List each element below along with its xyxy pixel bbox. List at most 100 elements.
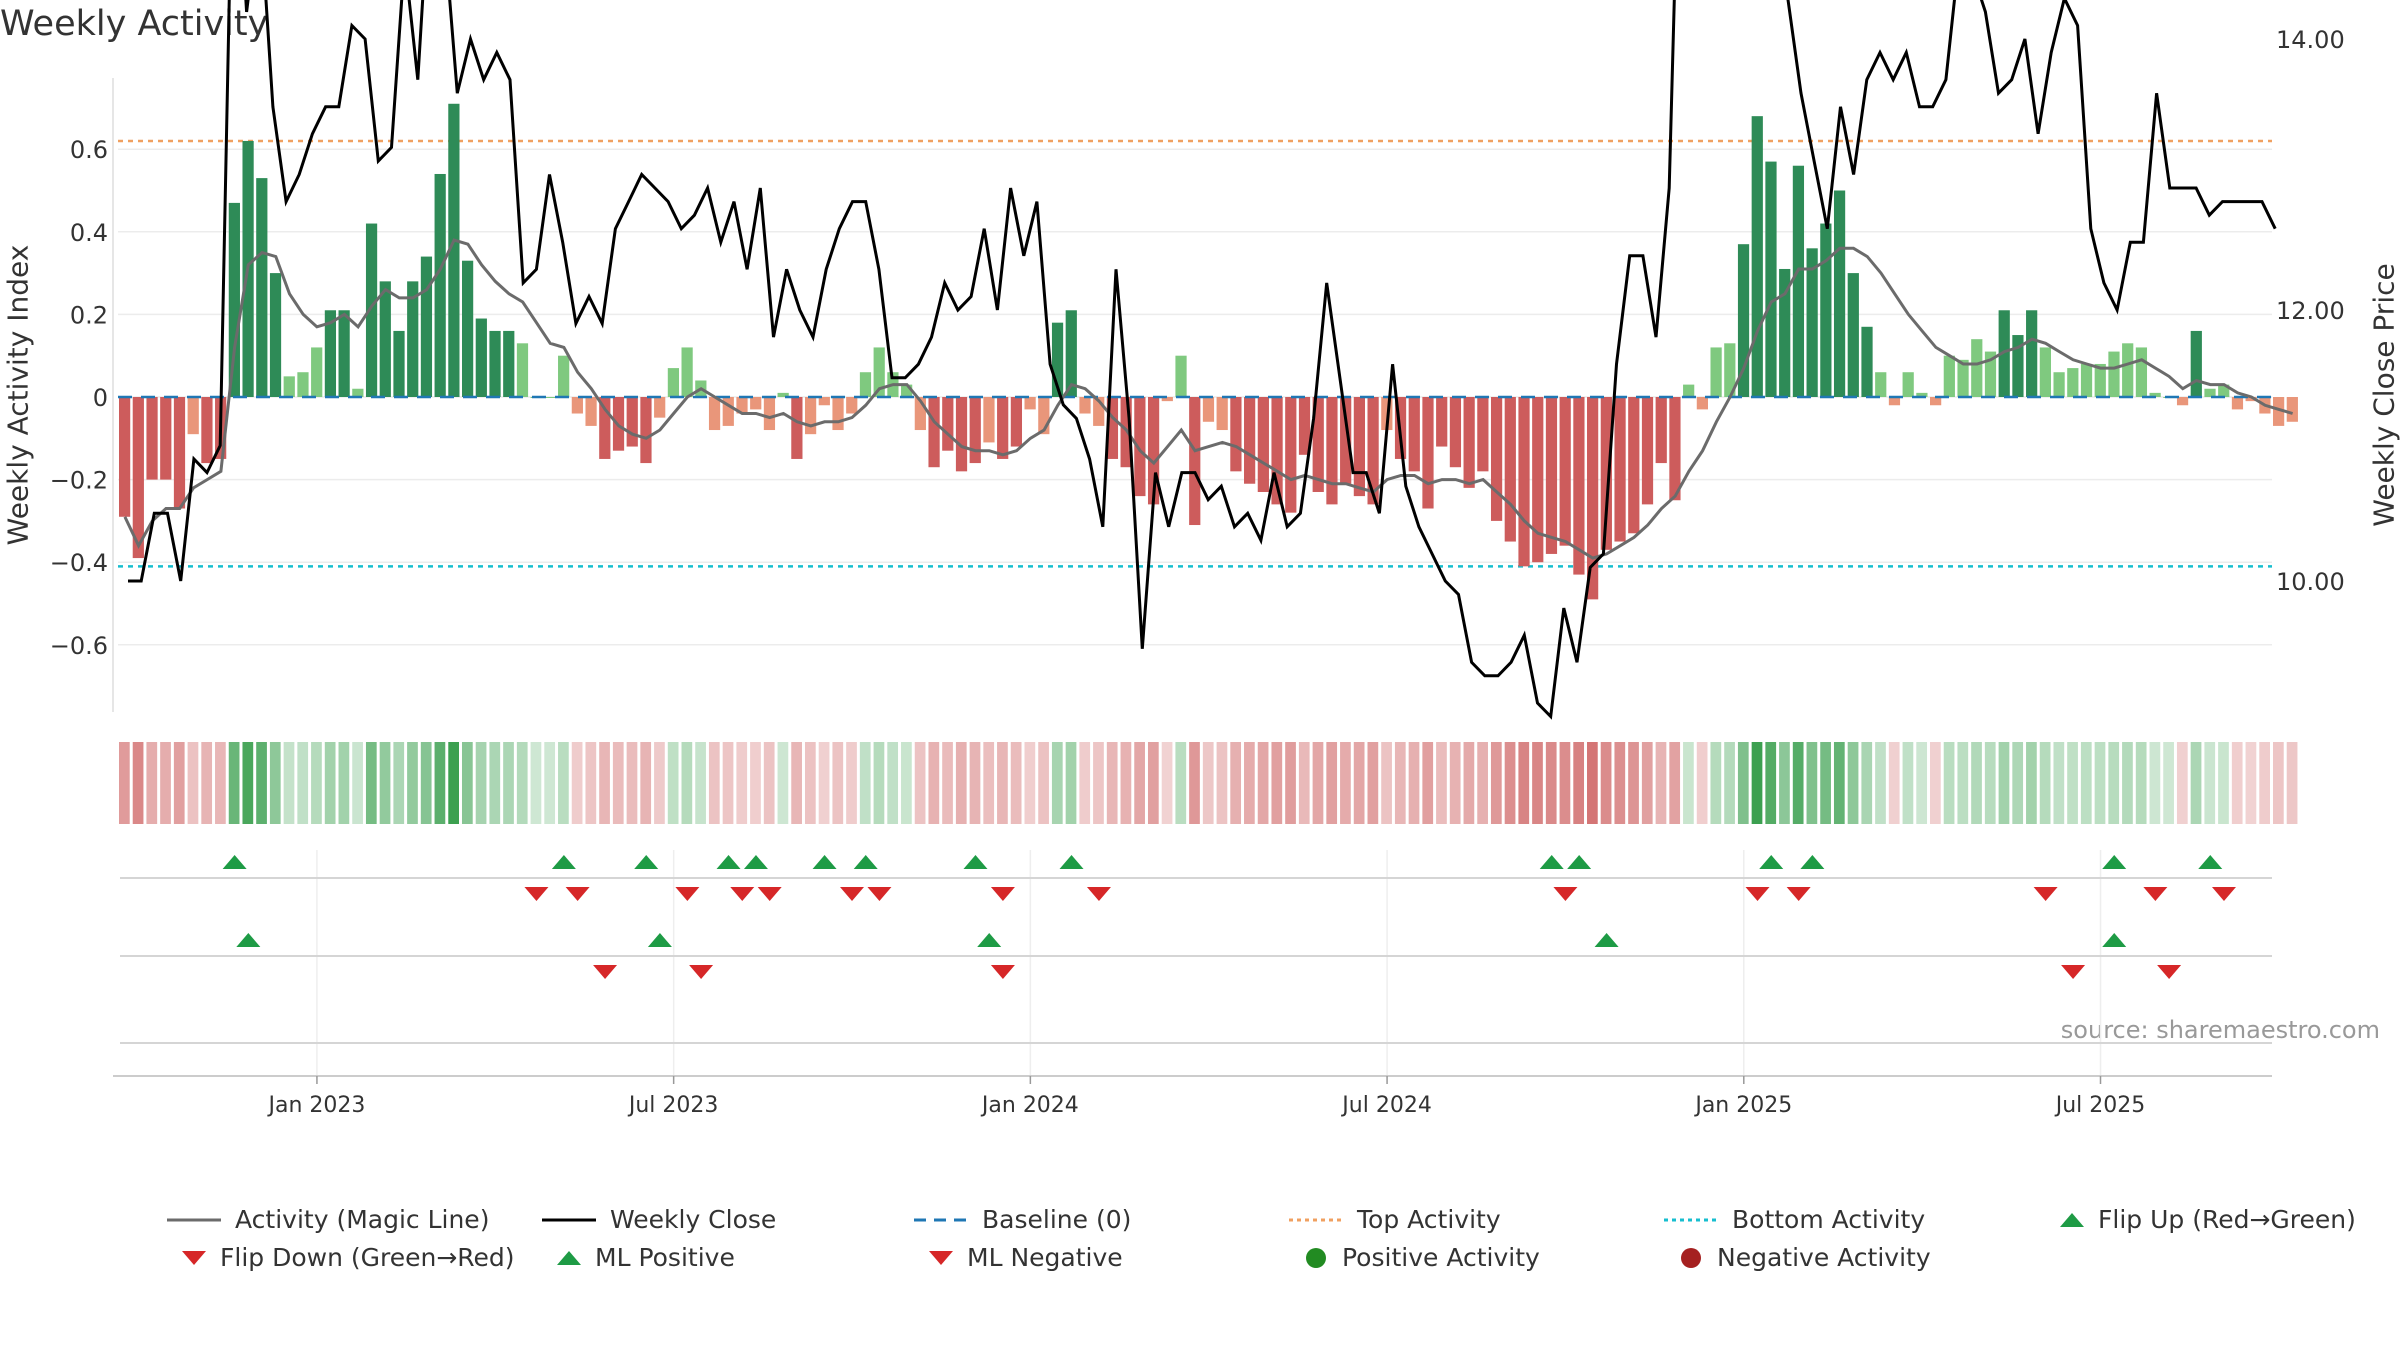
activity-bar	[1257, 397, 1269, 492]
activity-bar	[2067, 368, 2079, 397]
activity-strip-cell	[1751, 742, 1763, 824]
chart-legend: Activity (Magic Line) Weekly Close Baselin…	[0, 1205, 2400, 1295]
legend-swatch-icon	[1289, 1218, 1343, 1221]
activity-bar	[352, 388, 364, 397]
flip-down-marker	[675, 887, 700, 901]
activity-strip-cell	[1408, 742, 1420, 824]
activity-strip-cell	[297, 742, 309, 824]
x-tick-label: Jul 2024	[1340, 1093, 1432, 1118]
activity-bar	[1175, 355, 1187, 397]
activity-strip-cell	[1422, 742, 1434, 824]
activity-bar	[283, 376, 295, 397]
activity-strip-cell	[352, 742, 363, 824]
activity-bar	[146, 397, 158, 480]
activity-strip-cell	[1093, 742, 1104, 824]
activity-bar	[1669, 397, 1681, 501]
legend-label: ML Positive	[595, 1243, 735, 1272]
activity-strip-cell	[1559, 742, 1571, 824]
activity-strip-cell	[1271, 742, 1283, 824]
flip-down-marker	[1553, 887, 1578, 901]
activity-strip-cell	[626, 742, 638, 824]
activity-bar	[1024, 397, 1036, 410]
activity-strip-cell	[242, 742, 254, 824]
activity-bar	[873, 347, 885, 397]
ml-negative-marker	[2157, 965, 2182, 979]
activity-strip-cell	[804, 742, 816, 824]
activity-strip-cell	[407, 742, 418, 824]
activity-bar	[338, 310, 350, 397]
activity-strip-cell	[1875, 742, 1886, 824]
flip-up-marker	[1567, 855, 1592, 869]
activity-bar	[173, 397, 186, 509]
activity-strip-cell	[1312, 742, 1324, 824]
flip-up-marker	[812, 855, 837, 869]
activity-bar	[1614, 397, 1626, 542]
activity-bar	[2012, 335, 2024, 397]
activity-bar	[1655, 397, 1667, 464]
activity-strip-cell	[2039, 742, 2051, 824]
activity-strip-cell	[530, 742, 542, 824]
activity-strip-cell	[146, 742, 158, 824]
activity-bar	[448, 103, 460, 398]
activity-strip-cell	[1010, 742, 1022, 824]
activity-strip-cell	[2108, 742, 2120, 824]
activity-strip-cell	[859, 742, 871, 824]
y-tick-label: −0.4	[50, 549, 108, 577]
activity-bar	[1298, 397, 1311, 455]
activity-strip-cell	[887, 742, 899, 824]
flip-down-marker	[990, 887, 1015, 901]
legend-label: Negative Activity	[1717, 1243, 1931, 1272]
flip-down-marker	[1786, 887, 1811, 901]
activity-strip-cell	[1353, 742, 1365, 824]
legend-label: Flip Down (Green→Red)	[220, 1243, 515, 1272]
activity-strip-cell	[1065, 742, 1077, 824]
activity-strip-cell	[1024, 742, 1036, 824]
activity-strip-cell	[750, 742, 761, 824]
activity-bar	[2190, 330, 2202, 397]
activity-bar	[859, 372, 872, 397]
activity-strip-cell	[1298, 742, 1310, 824]
activity-strip-cell	[2135, 742, 2147, 824]
activity-bar	[1340, 397, 1352, 484]
flip-down-marker	[1745, 887, 1770, 901]
legend-label: Baseline (0)	[982, 1205, 1132, 1234]
activity-bar	[1463, 397, 1475, 488]
activity-bar	[2122, 343, 2134, 397]
activity-bar	[1696, 397, 1708, 410]
activity-strip-cell	[1943, 742, 1955, 824]
activity-bar	[1737, 244, 1750, 397]
activity-bar	[1449, 397, 1462, 468]
flip-up-marker	[1059, 855, 1084, 869]
activity-bar	[311, 347, 323, 397]
activity-strip-cell	[1573, 742, 1585, 824]
activity-strip-cell	[338, 742, 350, 824]
activity-bar	[2273, 397, 2285, 426]
activity-bar	[379, 281, 391, 397]
ml-positive-marker	[2102, 933, 2127, 947]
activity-bar	[1820, 223, 1832, 397]
activity-bar	[1971, 339, 1983, 397]
activity-bar	[1930, 397, 1942, 406]
activity-bar	[736, 397, 748, 414]
y2-tick-label: 12.00	[2276, 297, 2345, 325]
activity-bar	[1806, 248, 1818, 397]
activity-strip-cell	[1518, 742, 1530, 824]
activity-strip-cell	[1861, 742, 1873, 824]
activity-strip-cell	[832, 742, 844, 824]
activity-bar	[2135, 347, 2148, 397]
activity-bar	[942, 397, 954, 451]
activity-strip-cell	[640, 742, 652, 824]
activity-strip-cell	[1381, 742, 1392, 824]
activity-bar	[708, 397, 721, 431]
flip-up-marker	[1539, 855, 1564, 869]
activity-bar	[1312, 397, 1324, 492]
activity-bar	[475, 318, 487, 397]
activity-bar	[1532, 397, 1544, 563]
flip-down-marker	[2143, 887, 2168, 901]
activity-strip-cell	[1463, 742, 1475, 824]
activity-bar	[750, 397, 762, 410]
activity-strip-cell	[2231, 742, 2243, 824]
activity-bar	[187, 397, 199, 435]
legend-item: Positive Activity	[1302, 1243, 1540, 1272]
flip-up-marker	[716, 855, 741, 869]
